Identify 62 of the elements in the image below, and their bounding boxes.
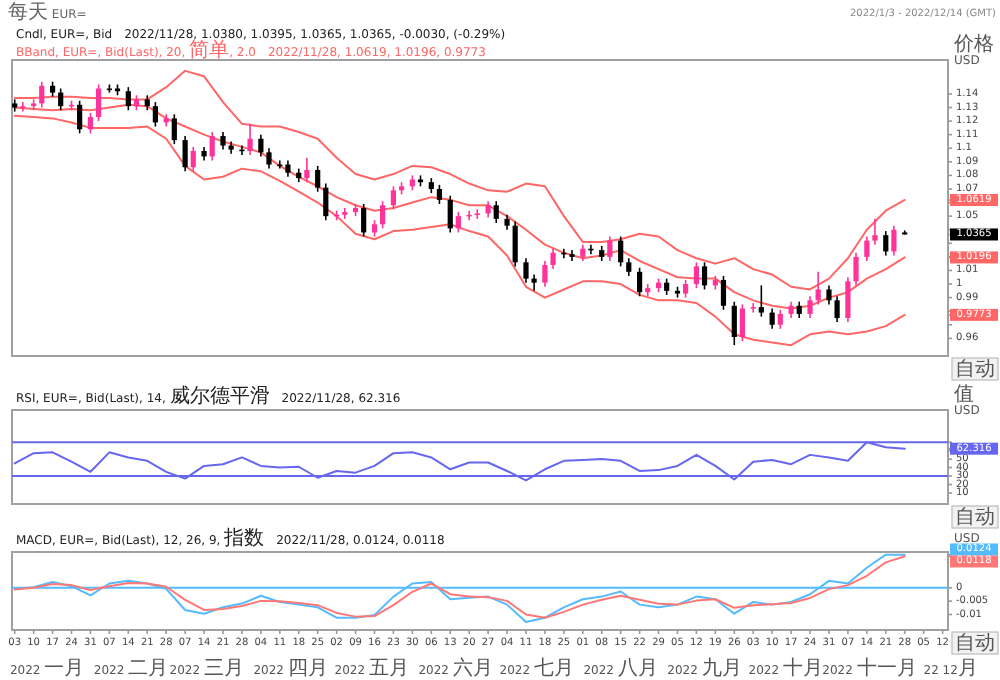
candlestick: [209, 131, 215, 162]
candlestick: [637, 266, 643, 298]
candlestick: [739, 303, 745, 342]
candlestick: [87, 112, 94, 135]
text: 自动: [955, 504, 995, 528]
candlestick: [247, 123, 253, 156]
candlestick: [125, 86, 131, 112]
candlestick: [390, 185, 397, 211]
candlestick: [258, 133, 264, 158]
candlestick: [152, 101, 158, 128]
candlestick: [769, 307, 775, 330]
candlestick: [77, 99, 83, 135]
candlestick: [853, 252, 859, 287]
candlestick: [701, 261, 708, 291]
candlestick: [569, 249, 575, 262]
candlestick: [618, 235, 624, 268]
candlestick: [304, 156, 310, 183]
candlestick: [731, 300, 737, 346]
text: 自动: [955, 630, 995, 654]
candlestick: [550, 247, 556, 270]
candlestick: [380, 200, 386, 230]
candlestick: [58, 87, 64, 112]
candlestick: [39, 80, 45, 109]
candlestick: [834, 295, 840, 323]
candlestick: [542, 260, 548, 288]
candlestick: [607, 235, 613, 262]
candlestick: [182, 135, 188, 173]
candlestick: [845, 276, 851, 323]
candlestick: [758, 284, 764, 318]
candlestick: [512, 220, 518, 268]
candlestick: [864, 235, 870, 262]
candlestick: [171, 113, 177, 145]
candlestick: [447, 194, 453, 234]
candlestick: [883, 230, 889, 257]
candlestick: [190, 146, 196, 173]
candlestick: [493, 200, 499, 224]
candlestick: [315, 165, 321, 193]
candlestick: [750, 302, 756, 314]
candlestick: [361, 203, 367, 238]
candlestick: [693, 261, 700, 289]
candlestick: [455, 211, 461, 234]
candlestick: [815, 271, 821, 306]
line-series: [13, 114, 906, 347]
candlestick: [228, 140, 234, 155]
line-series: [13, 69, 906, 291]
candlestick: [20, 101, 26, 113]
candlestick: [826, 284, 832, 306]
candlestick: [266, 147, 272, 170]
candlestick: [474, 208, 480, 220]
text: 自动: [955, 356, 995, 380]
candlestick: [323, 182, 329, 222]
candlestick: [342, 207, 348, 220]
candlestick: [523, 257, 529, 284]
candlestick: [872, 218, 878, 246]
candlestick: [95, 83, 102, 122]
candlestick: [720, 275, 727, 311]
candlestick: [891, 224, 897, 257]
candlestick: [777, 309, 783, 330]
candlestick: [531, 273, 537, 292]
candlestick: [163, 113, 169, 128]
candlestick: [807, 295, 813, 319]
candlestick: [436, 184, 443, 205]
